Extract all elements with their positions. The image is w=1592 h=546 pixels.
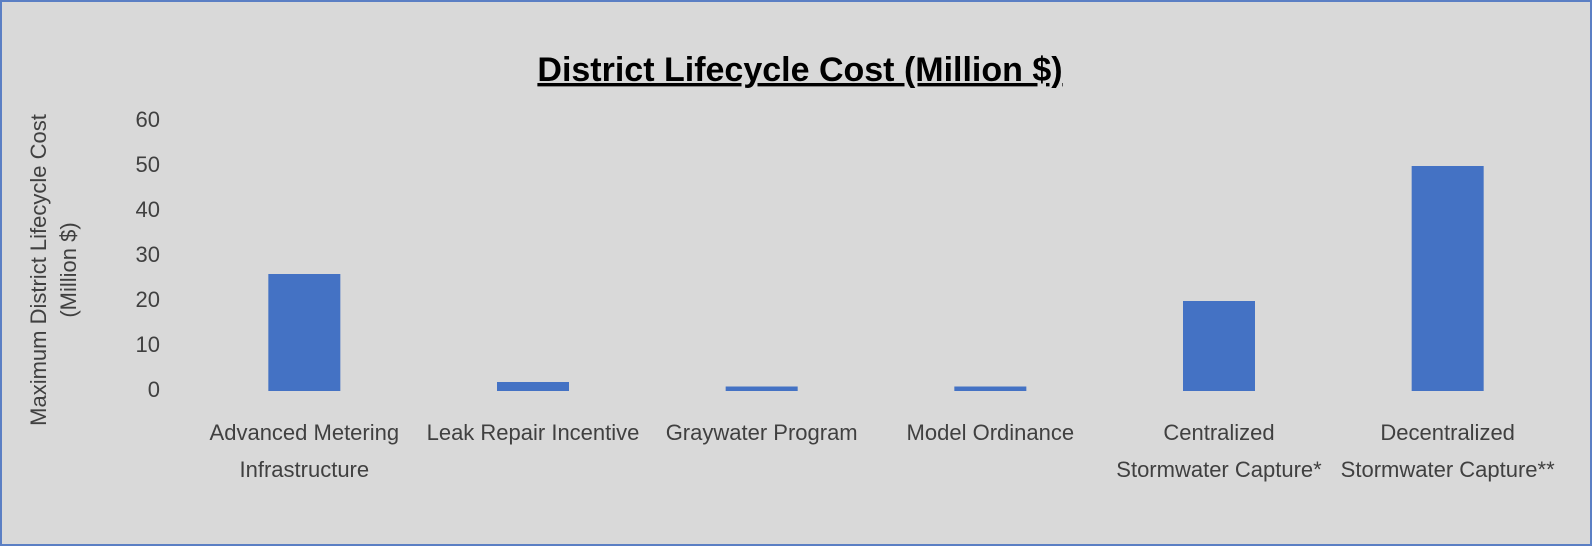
y-tick-label: 10 bbox=[136, 332, 160, 357]
bar bbox=[1183, 301, 1255, 391]
x-tick-label: Leak Repair Incentive bbox=[427, 420, 640, 445]
y-tick-label: 20 bbox=[136, 287, 160, 312]
y-tick-label: 60 bbox=[136, 107, 160, 132]
y-axis-label: Maximum District Lifecycle Cost (Million … bbox=[26, 114, 81, 426]
bar bbox=[497, 382, 569, 391]
bar bbox=[725, 386, 798, 391]
chart-title: District Lifecycle Cost (Million $) bbox=[537, 51, 1062, 89]
y-tick-label: 30 bbox=[136, 242, 160, 267]
bar bbox=[268, 274, 341, 391]
x-tick-label: Centralized Stormwater Capture* bbox=[1116, 420, 1322, 482]
bar bbox=[954, 386, 1027, 391]
x-tick-label: Advanced Metering Infrastructure bbox=[210, 420, 400, 482]
y-tick-label: 40 bbox=[136, 197, 160, 222]
y-tick-label: 50 bbox=[136, 152, 160, 177]
x-tick-label: Model Ordinance bbox=[907, 420, 1075, 445]
x-tick-label: Graywater Program bbox=[666, 420, 858, 445]
y-tick-label: 0 bbox=[148, 377, 160, 402]
bar bbox=[1411, 166, 1484, 391]
x-tick-label: Decentralized Stormwater Capture** bbox=[1341, 420, 1555, 482]
